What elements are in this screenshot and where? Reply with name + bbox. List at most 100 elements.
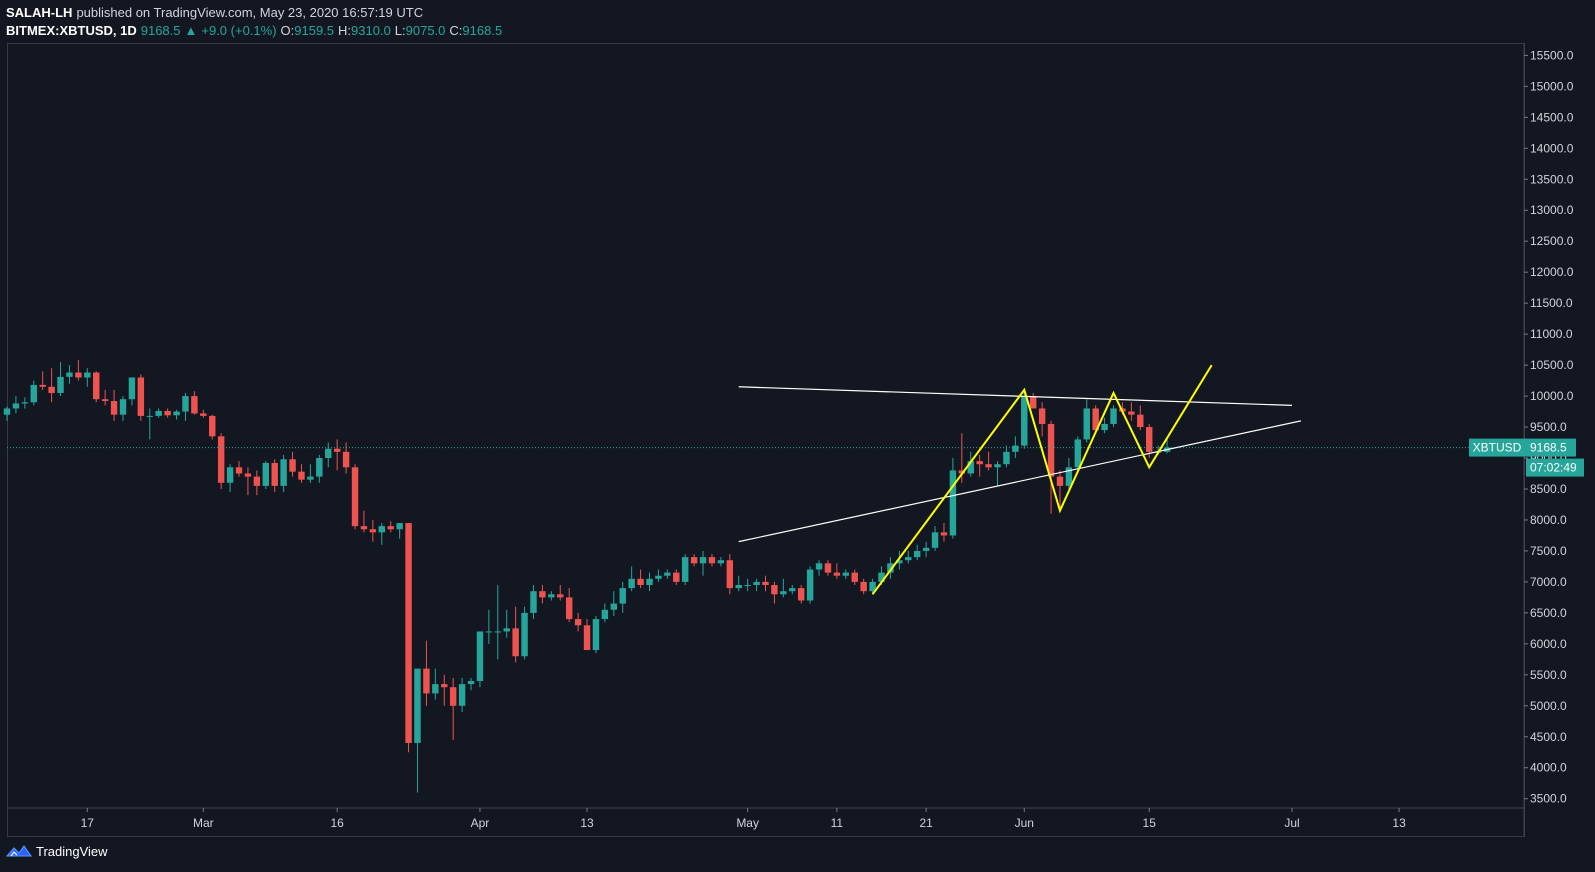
candle-body-up [619,588,626,604]
candle-body-up [3,408,11,415]
candle-body-down [565,597,573,620]
price-tick-label: 8500.0 [1530,482,1567,496]
price-tick-label: 13000.0 [1530,203,1574,217]
tradingview-brand-label: TradingView [36,843,108,859]
countdown-tag-label: 07:02:49 [1530,461,1577,475]
candle-body-up [173,411,180,416]
candle-body-down [137,377,145,416]
candle-body-up [494,631,502,633]
open-value: 9159.5 [294,23,335,38]
candle-body-down [200,413,207,416]
candle-body-down [1145,427,1153,452]
candle-body-up [226,467,234,483]
candle-body-up [994,464,1001,468]
trendline-resistance [738,386,1293,406]
price-tick-label: 12000.0 [1530,265,1574,279]
candle-body-up [780,591,787,595]
candle-body-up [842,572,850,576]
candle-body-down [1137,414,1144,428]
candle-body-down [191,396,198,414]
close-label: C: [449,23,463,38]
candle-body-up [307,476,314,480]
candle-body-down [369,529,377,533]
price-tick-label: 10500.0 [1530,358,1574,372]
candle-body-up [182,396,189,412]
zigzag-pattern-line [871,364,1213,595]
candle-body-down [708,557,716,564]
candle-body-up [548,594,555,598]
close-value: 9168.5 [462,23,503,38]
candle-body-down [235,467,243,474]
candle-body-down [449,687,457,706]
candle-body-down [673,572,680,582]
drawings-layer[interactable] [738,364,1302,595]
candle-body-up [1021,396,1028,446]
candle-body-up [21,402,29,404]
candle-body-up [628,578,635,589]
candle-body-up [30,384,37,403]
candle-body-down [512,628,519,657]
time-axis[interactable]: 17 Mar 16 Apr 13 May 11 21 Jun 15 Jul 13 [81,808,1406,830]
time-tick-label: 15 [1143,816,1157,830]
symbol-row: BITMEX:XBTUSD, 1D 9168.5 ▲ +9.0 (+0.1%) … [6,22,502,40]
candle-body-up [155,410,162,416]
candle-body-down [93,372,100,400]
price-axis[interactable]: 3500.0 4000.0 4500.0 5000.0 5500.0 6000.0 6500… [1524,48,1574,806]
candle-body-up [521,612,528,657]
candle-body-down [557,594,564,598]
publisher-name[interactable]: SALAH-LH [6,5,73,20]
candle-body-down [48,386,55,393]
candle-body-down [985,464,992,468]
candle-body-up [1110,408,1117,424]
candle-body-up [664,572,671,576]
candle-body-down [271,462,278,486]
symbol-name[interactable]: BITMEX:XBTUSD, 1D [6,23,137,38]
published-info: published on TradingView.com, May 23, 20… [76,5,424,20]
countdown-tag-bg [1526,458,1584,477]
footer-brand[interactable]: TradingView [6,843,108,859]
candle-body-down [360,526,368,530]
candlestick-series [3,360,1171,793]
publisher-row: SALAH-LH published on TradingView.com, M… [6,4,502,22]
price-tick-label: 7500.0 [1530,544,1567,558]
candle-body-up [699,557,707,564]
candle-body-down [1038,408,1046,424]
candle-body-up [458,684,466,706]
candle-body-up [57,376,64,393]
time-tick-label: 16 [330,816,344,830]
candle-body-up [414,668,421,743]
candle-body-up [84,372,91,378]
high-value: 9310.0 [351,23,391,38]
candle-body-down [583,625,591,651]
candle-body-down [387,526,394,530]
candle-body-up [1101,423,1108,431]
price-tick-label: 11000.0 [1530,327,1573,341]
candle-body-down [1056,476,1064,486]
time-tick-label: 13 [1392,816,1406,830]
candle-body-up [815,563,823,570]
candle-body-up [905,557,912,561]
candle-body-down [824,563,832,573]
time-tick-label: Mar [193,816,214,830]
candle-body-up [378,526,386,533]
price-tick-label: 9500.0 [1530,420,1567,434]
price-tick-label: 5000.0 [1530,699,1567,713]
candle-body-up [1065,467,1073,486]
time-tick-label: Jul [1284,816,1299,830]
candle-body-up [128,377,136,400]
candle-body-up [610,603,618,610]
candle-body-up [12,403,20,409]
candle-body-down [333,448,341,452]
candle-body-up [262,462,269,486]
candle-body-up [146,415,153,417]
price-tick-label: 14000.0 [1530,141,1574,155]
candle-body-up [681,557,689,582]
price-tag: XBTUSD 9168.5 07:02:49 [1469,438,1584,477]
candle-body-up [869,581,876,592]
symbol-tag-bg [1469,438,1526,457]
time-tick-label: Apr [471,816,490,830]
candle-body-down [75,372,82,378]
price-tick-label: 15500.0 [1530,48,1574,62]
time-tick-label: Jun [1015,816,1034,830]
